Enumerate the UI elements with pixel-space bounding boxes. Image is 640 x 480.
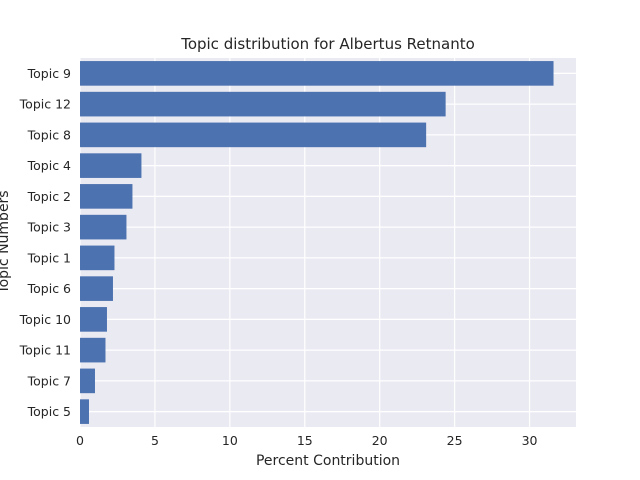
y-tick-label: Topic 5: [27, 404, 71, 419]
x-axis-label: Percent Contribution: [256, 453, 400, 469]
y-tick-label: Topic 11: [19, 343, 71, 358]
x-tick-labels: 0 5 10 15 20 25 30: [76, 433, 538, 448]
x-tick-label: 20: [372, 433, 388, 448]
x-tick-label: 0: [76, 433, 84, 448]
y-tick-labels: Topic 9 Topic 12 Topic 8 Topic 4 Topic 2 Topi…: [19, 66, 71, 419]
x-tick-label: 30: [522, 433, 538, 448]
y-tick-label: Topic 4: [27, 158, 71, 173]
bar: [80, 276, 113, 301]
y-tick-label: Topic 12: [19, 97, 71, 112]
bars: [80, 61, 554, 424]
x-tick-label: 25: [447, 433, 463, 448]
plot-background: [80, 58, 576, 427]
y-tick-label: Topic 7: [27, 373, 71, 388]
bar: [80, 214, 127, 240]
bar: [80, 399, 89, 424]
y-tick-label: Topic 6: [27, 281, 71, 296]
x-tick-label: 5: [151, 433, 159, 448]
bar: [80, 61, 554, 86]
y-tick-label: Topic 10: [19, 312, 71, 327]
bar: [80, 368, 95, 394]
x-tick-label: 15: [297, 433, 313, 448]
bar: [80, 245, 115, 271]
bar: [80, 307, 107, 332]
y-axis-label: Topic Numbers: [0, 190, 12, 294]
y-tick-label: Topic 3: [27, 220, 71, 235]
y-tick-label: Topic 2: [27, 189, 71, 204]
bar: [80, 184, 133, 209]
y-tick-label: Topic 8: [27, 127, 71, 142]
bar: [80, 91, 446, 117]
x-tick-label: 10: [222, 433, 238, 448]
y-tick-label: Topic 1: [27, 250, 71, 265]
bar: [80, 337, 106, 363]
chart-title: Topic distribution for Albertus Retnanto: [180, 35, 475, 53]
bar: [80, 122, 427, 148]
y-tick-label: Topic 9: [27, 66, 71, 81]
bar: [80, 153, 142, 178]
